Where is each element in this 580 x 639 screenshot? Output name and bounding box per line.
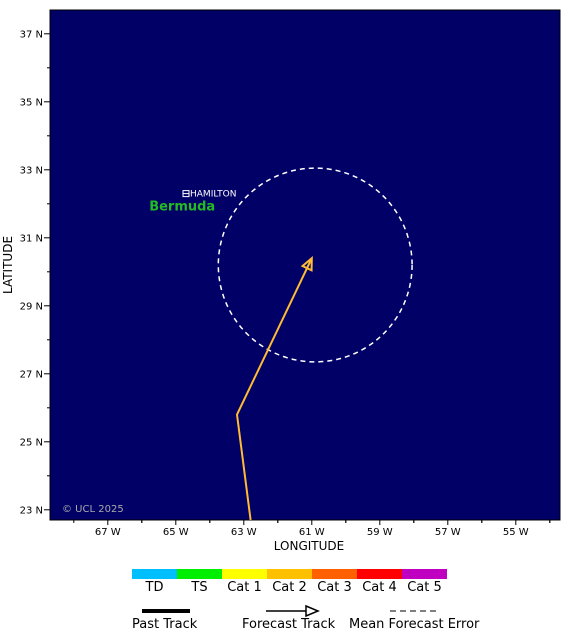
axis-ticks: 67 W 65 W 63 W 61 W 59 W 57 W 55 W 37 N 35 N 33 N… [20, 29, 551, 538]
legend-label-cat-4: Cat 4 [362, 580, 397, 595]
x-axis-title: LONGITUDE [274, 539, 344, 553]
legend-label-cat-2: Cat 2 [272, 580, 307, 595]
legend-label-ts: TS [190, 580, 207, 595]
map-frame [49, 9, 561, 521]
x-tick-label: 61 W [299, 527, 325, 538]
forecast-track-label: Forecast Track [242, 617, 336, 632]
legend-label-cat-1: Cat 1 [227, 580, 262, 595]
forecast-track-line [235, 257, 313, 520]
legend-swatch-cat-5 [402, 569, 447, 579]
legend-label-cat-3: Cat 3 [317, 580, 352, 595]
legend-swatch-cat-4 [357, 569, 402, 579]
x-tick-label: 55 W [503, 527, 529, 538]
legend-swatch-ts [177, 569, 222, 579]
legend-label-cat-5: Cat 5 [407, 580, 442, 595]
legend-swatch-cat-3 [312, 569, 357, 579]
forecast-track-arrow-icon [305, 604, 320, 618]
legend-swatch-cat-1 [222, 569, 267, 579]
x-tick-label: 59 W [367, 527, 393, 538]
y-tick-label: 27 N [20, 369, 43, 380]
category-legend: TD TS Cat 1 Cat 2 Cat 3 Cat 4 Cat 5 [132, 569, 447, 595]
y-tick-label: 31 N [20, 233, 43, 244]
legend-label-td: TD [145, 580, 164, 595]
track-type-legend: Past Track Forecast Track Mean Forecast … [132, 604, 480, 632]
x-tick-label: 65 W [163, 527, 189, 538]
x-tick-label: 67 W [95, 527, 121, 538]
x-tick-label: 63 W [231, 527, 257, 538]
copyright-text: © UCL 2025 [62, 504, 124, 515]
city-marker-hamilton: HAMILTON [182, 190, 236, 200]
island-label-bermuda: Bermuda [149, 200, 215, 215]
forecast-track-arrowhead [300, 256, 313, 272]
y-tick-label: 25 N [20, 437, 43, 448]
mean-forecast-error-label: Mean Forecast Error [349, 617, 480, 632]
past-track-label: Past Track [132, 617, 198, 632]
mean-forecast-error-circle [217, 167, 413, 363]
y-tick-label: 33 N [20, 165, 43, 176]
x-tick-label: 57 W [435, 527, 461, 538]
y-tick-label: 29 N [20, 301, 43, 312]
y-axis-title: LATITUDE [1, 236, 15, 294]
map-overlay: HAMILTON Bermuda © UCL 2025 [62, 167, 413, 520]
y-tick-label: 37 N [20, 29, 43, 40]
y-tick-label: 35 N [20, 97, 43, 108]
legend-swatch-cat-2 [267, 569, 312, 579]
y-tick-label: 23 N [20, 505, 43, 516]
city-label: HAMILTON [190, 190, 236, 200]
legend-swatch-td [132, 569, 177, 579]
